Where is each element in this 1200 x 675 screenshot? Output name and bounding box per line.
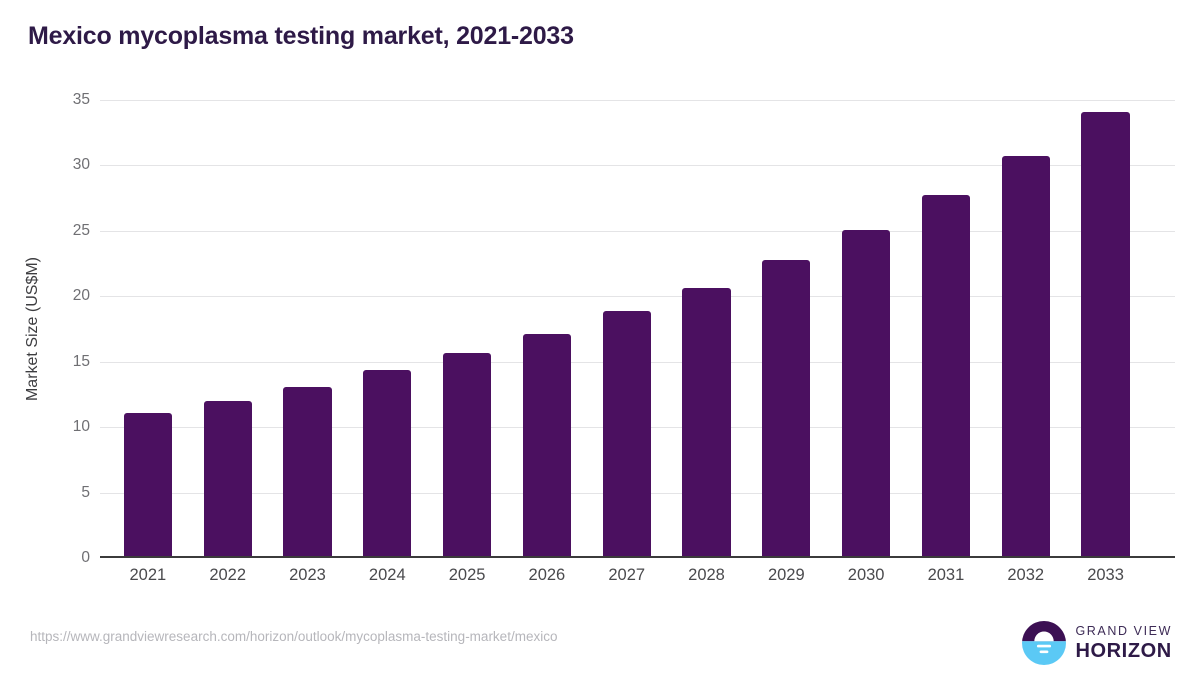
x-tick-label: 2030 bbox=[847, 566, 885, 584]
bar[interactable] bbox=[921, 194, 971, 558]
x-tick-label: 2032 bbox=[1007, 566, 1045, 584]
bar[interactable] bbox=[682, 288, 731, 558]
x-tick-label: 2033 bbox=[1087, 566, 1124, 584]
bar[interactable] bbox=[283, 387, 332, 558]
y-tick-label: 25 bbox=[72, 221, 90, 239]
x-tick-label: 2028 bbox=[688, 566, 725, 584]
grand-view-horizon-logo: GRAND VIEW HORIZON bbox=[1022, 618, 1172, 668]
x-tick-label: 2029 bbox=[767, 566, 805, 584]
plot-area bbox=[100, 100, 1175, 558]
bar[interactable] bbox=[123, 413, 173, 558]
x-tick-label: 2023 bbox=[289, 566, 326, 584]
bar[interactable] bbox=[203, 400, 252, 558]
x-tick-label: 2031 bbox=[927, 566, 965, 584]
source-url[interactable]: https://www.grandviewresearch.com/horizo… bbox=[30, 629, 558, 644]
y-tick-label: 30 bbox=[72, 156, 90, 174]
y-tick-label: 0 bbox=[81, 549, 90, 566]
gridline bbox=[100, 296, 1175, 298]
horizon-sun-icon bbox=[1022, 621, 1067, 665]
bar[interactable] bbox=[522, 333, 572, 558]
bar[interactable] bbox=[442, 353, 492, 558]
gridline bbox=[100, 100, 1175, 101]
logo-line-horizon: HORIZON bbox=[1075, 640, 1172, 663]
bar[interactable] bbox=[842, 229, 891, 558]
x-tick-label: 2024 bbox=[368, 566, 406, 584]
page-title: Mexico mycoplasma testing market, 2021-2… bbox=[28, 22, 574, 50]
x-axis-line bbox=[100, 556, 1175, 558]
y-tick-label: 20 bbox=[72, 287, 90, 305]
y-axis-title-label: Market Size (US$M) bbox=[24, 256, 41, 402]
x-tick-label: 2022 bbox=[209, 566, 247, 584]
bar[interactable] bbox=[762, 260, 811, 558]
gridline bbox=[100, 230, 1175, 232]
x-tick-label: 2026 bbox=[528, 566, 566, 584]
gridline bbox=[100, 165, 1175, 167]
bar[interactable] bbox=[1001, 156, 1050, 558]
x-tick-label: 2021 bbox=[129, 566, 167, 584]
bar[interactable] bbox=[602, 310, 651, 558]
y-tick-label: 10 bbox=[72, 418, 90, 436]
y-tick-label: 15 bbox=[72, 352, 90, 370]
bar[interactable] bbox=[1081, 111, 1130, 558]
x-tick-label: 2025 bbox=[448, 566, 486, 584]
logo-wordmark: GRAND VIEW HORIZON bbox=[1075, 625, 1172, 662]
logo-line-grand-view: GRAND VIEW bbox=[1075, 623, 1172, 638]
y-tick-label: 5 bbox=[81, 483, 90, 501]
y-tick-label: 35 bbox=[72, 91, 90, 108]
bar[interactable] bbox=[363, 370, 412, 558]
x-tick-label: 2027 bbox=[608, 566, 646, 584]
